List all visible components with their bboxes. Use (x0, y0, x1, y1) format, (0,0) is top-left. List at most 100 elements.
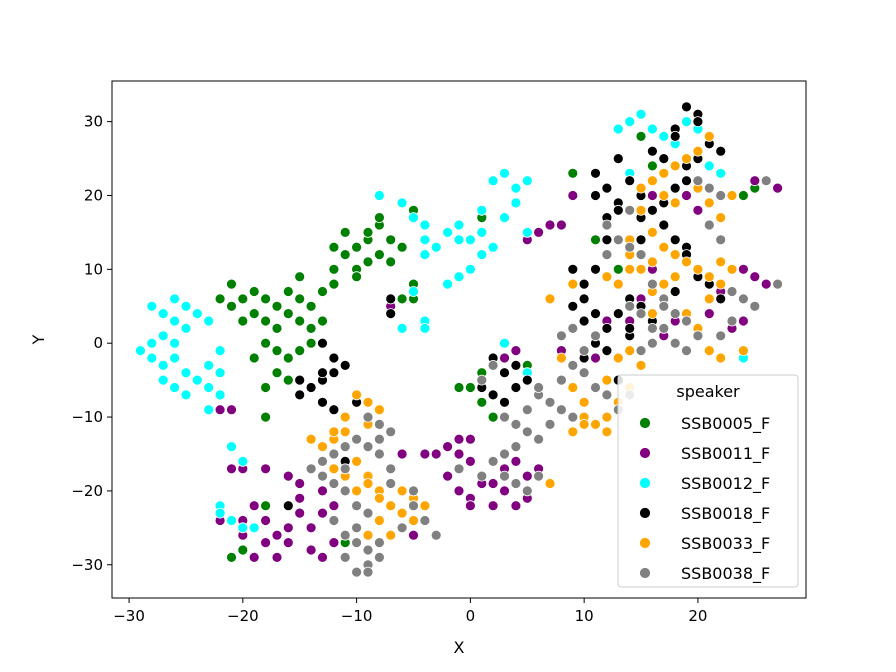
point-SSB0005_F-4 (271, 300, 283, 312)
point-SSB0012_F-75 (487, 241, 499, 253)
point-SSB0005_F-43 (328, 241, 340, 253)
point-SSB0012_F-11 (169, 352, 181, 364)
point-SSB0038_F-96 (726, 315, 738, 327)
point-SSB0033_F-84 (715, 212, 727, 224)
point-SSB0011_F-10 (282, 522, 294, 534)
point-SSB0033_F-6 (351, 389, 363, 401)
point-SSB0005_F-38 (351, 271, 363, 283)
point-SSB0038_F-91 (726, 286, 738, 297)
point-SSB0005_F-20 (260, 382, 272, 393)
point-SSB0011_F-25 (305, 522, 317, 534)
point-SSB0033_F-26 (328, 463, 340, 475)
point-SSB0033_F-88 (601, 426, 613, 438)
point-SSB0018_F-32 (590, 308, 601, 320)
point-SSB0033_F-69 (647, 175, 658, 187)
point-SSB0012_F-12 (180, 367, 192, 379)
point-SSB0038_F-14 (339, 552, 351, 563)
x-tick-label: −10 (341, 607, 373, 625)
point-SSB0012_F-47 (521, 175, 533, 187)
point-SSB0005_F-13 (282, 308, 294, 320)
point-SSB0005_F-14 (294, 315, 306, 327)
point-SSB0012_F-16 (203, 382, 215, 393)
point-SSB0018_F-47 (647, 204, 658, 216)
point-SSB0033_F-28 (351, 485, 363, 497)
point-SSB0012_F-40 (453, 219, 465, 231)
point-SSB0038_F-34 (430, 529, 442, 541)
point-SSB0011_F-72 (703, 308, 715, 320)
point-SSB0011_F-62 (647, 190, 658, 201)
point-SSB0011_F-0 (214, 404, 226, 416)
plot-frame (111, 80, 807, 599)
point-SSB0033_F-52 (669, 271, 681, 283)
point-SSB0033_F-1 (317, 441, 328, 453)
point-SSB0011_F-9 (294, 507, 306, 519)
point-SSB0033_F-29 (362, 478, 374, 489)
point-SSB0038_F-84 (669, 337, 681, 349)
point-SSB0005_F-8 (317, 286, 328, 297)
point-SSB0012_F-59 (499, 337, 510, 349)
point-SSB0038_F-1 (317, 470, 328, 482)
point-SSB0012_F-50 (476, 249, 488, 261)
y-axis-label: Y (29, 334, 48, 345)
point-SSB0033_F-71 (669, 160, 681, 172)
legend-title: speaker (676, 382, 740, 401)
point-SSB0033_F-60 (715, 278, 727, 290)
point-SSB0038_F-95 (772, 278, 783, 290)
point-SSB0018_F-26 (567, 263, 579, 275)
point-SSB0018_F-24 (487, 389, 499, 401)
point-SSB0018_F-22 (521, 374, 533, 386)
point-SSB0033_F-30 (544, 478, 556, 489)
point-SSB0038_F-70 (624, 241, 636, 253)
x-axis: −30 −20 −10 0 10 20 (113, 598, 707, 625)
point-SSB0033_F-44 (601, 271, 613, 283)
point-SSB0033_F-59 (703, 293, 715, 305)
point-SSB0005_F-19 (271, 367, 283, 379)
point-SSB0012_F-14 (203, 359, 215, 371)
point-SSB0012_F-53 (442, 278, 454, 290)
point-SSB0038_F-93 (749, 300, 761, 312)
point-SSB0038_F-71 (635, 249, 647, 261)
point-SSB0005_F-25 (226, 300, 237, 312)
point-SSB0011_F-58 (567, 190, 579, 201)
point-SSB0038_F-16 (373, 537, 385, 548)
point-SSB0038_F-64 (556, 330, 567, 342)
x-tick-label: 0 (466, 607, 476, 625)
point-SSB0033_F-68 (635, 182, 647, 194)
point-SSB0033_F-20 (396, 485, 408, 497)
point-SSB0012_F-9 (180, 300, 192, 312)
point-SSB0005_F-39 (385, 234, 397, 246)
point-SSB0011_F-1 (226, 404, 237, 416)
point-SSB0005_F-66 (647, 160, 658, 172)
point-SSB0033_F-89 (578, 418, 590, 430)
point-SSB0033_F-63 (703, 345, 715, 357)
point-SSB0018_F-36 (612, 308, 624, 320)
y-tick-label: −10 (71, 408, 103, 426)
point-SSB0005_F-57 (487, 411, 499, 423)
point-SSB0038_F-83 (658, 300, 670, 312)
point-SSB0011_F-4 (260, 463, 272, 475)
point-SSB0038_F-32 (396, 522, 408, 534)
point-SSB0038_F-62 (476, 374, 488, 386)
point-SSB0038_F-27 (328, 448, 340, 460)
point-SSB0011_F-28 (317, 507, 328, 519)
point-SSB0012_F-3 (169, 337, 181, 349)
point-SSB0038_F-86 (692, 175, 704, 187)
point-SSB0033_F-76 (669, 197, 681, 209)
point-SSB0033_F-77 (635, 204, 647, 216)
point-SSB0038_F-18 (385, 463, 397, 475)
point-SSB0011_F-42 (510, 455, 522, 467)
point-SSB0011_F-21 (305, 544, 317, 556)
point-SSB0038_F-54 (556, 404, 567, 416)
point-SSB0012_F-70 (703, 160, 715, 172)
scatter-points (134, 101, 783, 578)
point-SSB0018_F-23 (499, 396, 510, 408)
point-SSB0038_F-69 (612, 234, 624, 246)
point-SSB0012_F-34 (396, 197, 408, 209)
point-SSB0005_F-30 (351, 241, 363, 253)
point-SSB0033_F-74 (703, 130, 715, 142)
point-SSB0038_F-2 (328, 478, 340, 489)
point-SSB0012_F-35 (408, 212, 419, 224)
point-SSB0038_F-40 (521, 426, 533, 438)
point-SSB0005_F-42 (373, 212, 385, 224)
point-SSB0018_F-31 (578, 315, 590, 327)
